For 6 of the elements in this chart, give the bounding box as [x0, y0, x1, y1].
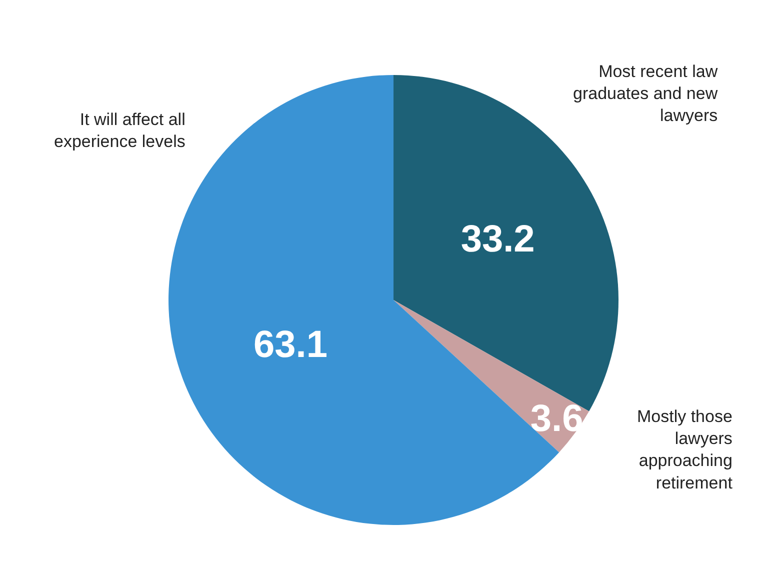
data-label: 63.1 [254, 324, 328, 366]
data-label: 33.2 [460, 218, 535, 260]
slice-label: Most recent law graduates and new lawyers [573, 62, 718, 126]
data-label: 3.6 [530, 398, 584, 440]
slice-label: It will affect all experience levels [54, 110, 186, 152]
slice-label: Mostly those lawyers approaching retirement [637, 407, 733, 492]
